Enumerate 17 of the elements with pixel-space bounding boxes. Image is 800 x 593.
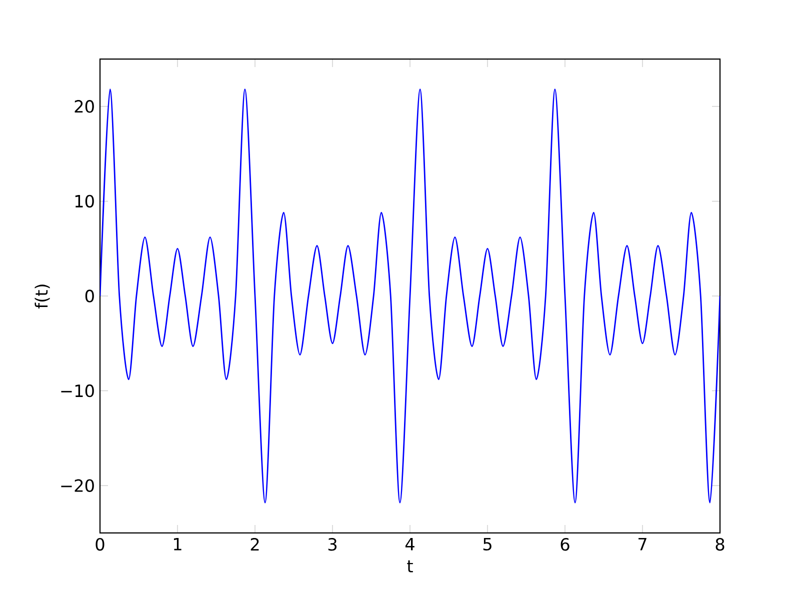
y-axis-title: f(t) [34,284,50,308]
line-series [100,88,720,504]
x-tick-label: 6 [560,538,570,551]
x-tick-label: 7 [638,538,646,550]
x-tick-label: 0 [96,538,104,551]
x-axis-title: t [407,560,413,572]
x-tick-label: 8 [716,538,724,551]
x-tick-label: 5 [483,538,492,551]
y-tick-label: 0 [85,290,94,302]
x-tick-label: 3 [328,538,337,551]
x-tick-label: 4 [405,538,414,550]
x-tick-label: 1 [174,538,182,550]
x-tick-label: 2 [250,538,259,550]
y-tick-label: 10 [75,194,94,208]
y-tick-label: −10 [61,384,94,398]
y-tick-label: −20 [61,479,94,492]
y-tick-label: 20 [74,100,94,113]
